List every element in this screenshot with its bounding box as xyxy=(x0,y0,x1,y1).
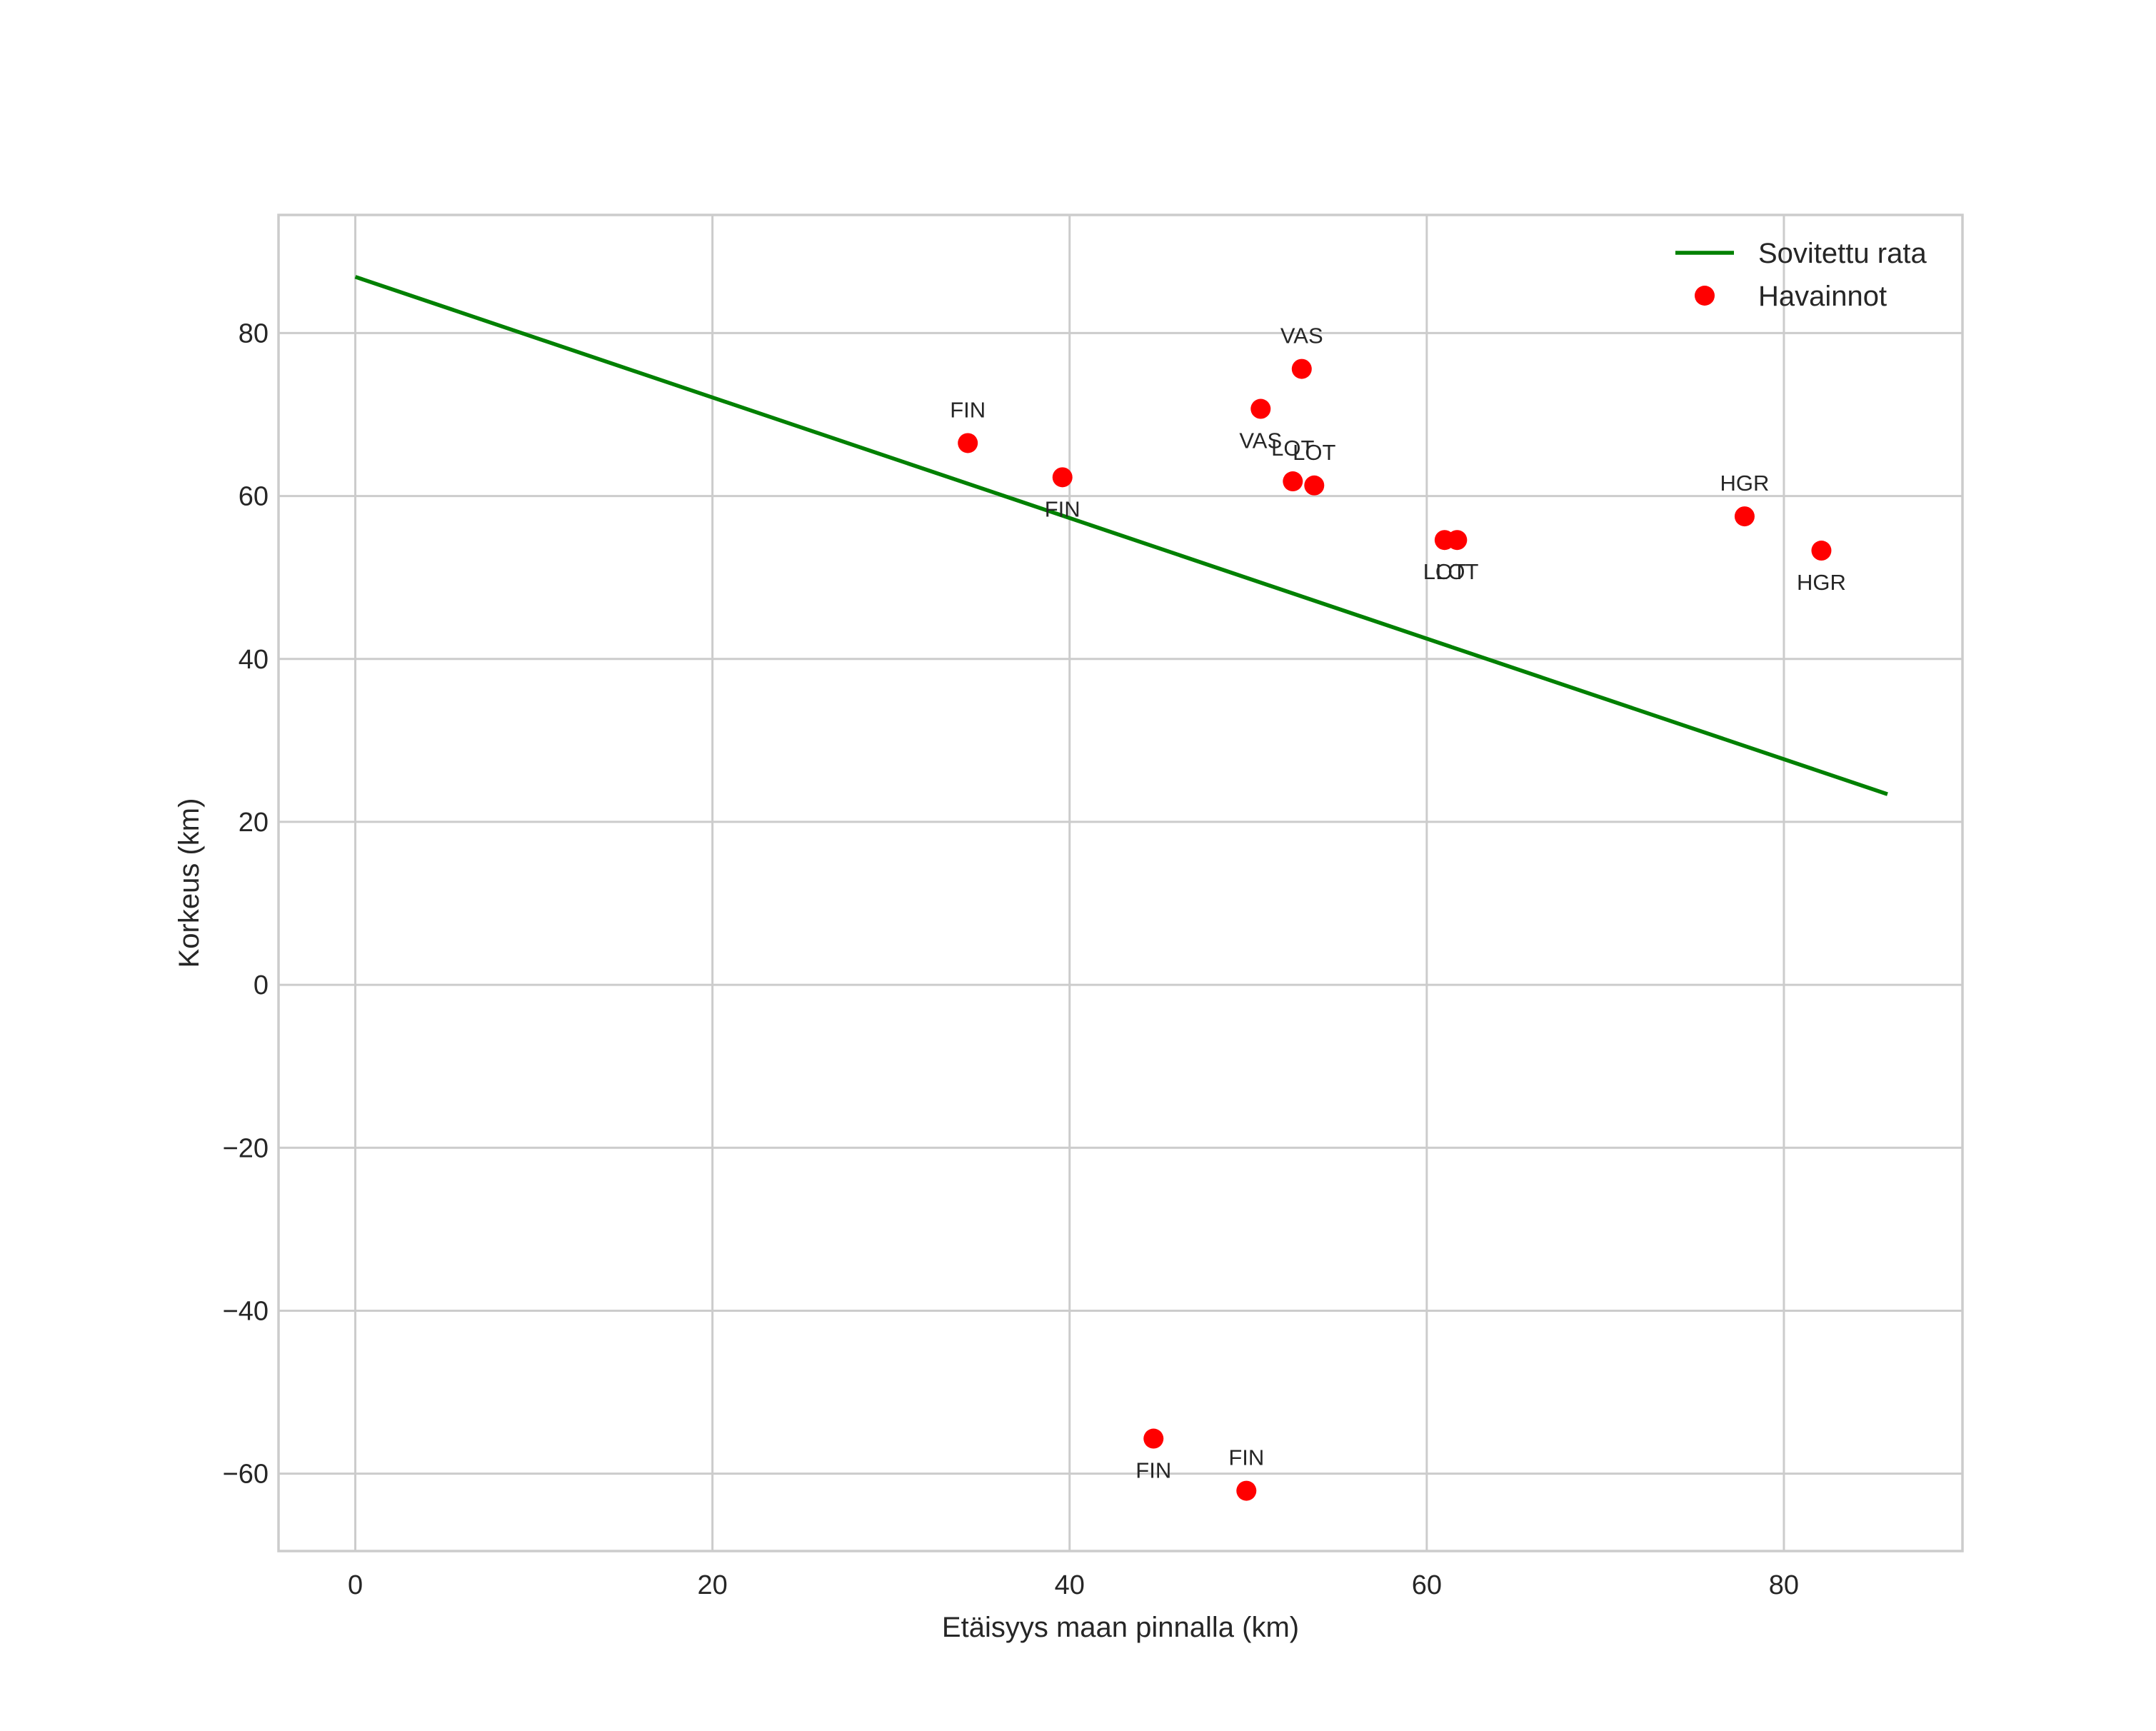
observation-point xyxy=(1734,506,1755,527)
x-tick-label: 20 xyxy=(697,1570,727,1600)
y-tick-label: 40 xyxy=(239,645,269,675)
observation-point xyxy=(1447,530,1468,551)
tick-labels: 0 20 40 60 80 −60 −40 −20 0 20 40 60 80 xyxy=(223,318,1800,1600)
observation-label: VAS xyxy=(1239,428,1282,453)
x-tick-label: 80 xyxy=(1769,1570,1799,1600)
plot-frame xyxy=(277,214,1964,1552)
observation-label: FIN xyxy=(950,397,986,422)
observation-point xyxy=(1052,467,1073,488)
y-tick-label: 80 xyxy=(239,318,269,348)
observation-point xyxy=(1291,358,1312,379)
x-tick-label: 40 xyxy=(1055,1570,1085,1600)
x-tick-label: 0 xyxy=(348,1570,363,1600)
observation-label: VAS xyxy=(1280,323,1323,348)
observation-label: FIN xyxy=(1135,1458,1171,1483)
observation-point xyxy=(1236,1480,1257,1501)
legend-label-observations: Havainnot xyxy=(1758,281,1887,312)
observation-point xyxy=(1283,471,1303,492)
legend-point-swatch xyxy=(1695,286,1715,306)
observation-label: LOT xyxy=(1423,559,1466,584)
observation-label: FIN xyxy=(1228,1445,1264,1470)
x-axis-label: Etäisyys maan pinnalla (km) xyxy=(942,1612,1299,1643)
observation-point xyxy=(1143,1428,1164,1449)
observation-label: LOT xyxy=(1435,559,1478,584)
y-tick-label: 0 xyxy=(254,970,269,1000)
observation-label: HGR xyxy=(1720,471,1769,496)
y-axis-label: Korkeus (km) xyxy=(174,798,205,968)
y-tick-label: −20 xyxy=(223,1133,269,1163)
observation-label: LOT xyxy=(1293,440,1335,465)
observation-label: FIN xyxy=(1045,496,1080,521)
x-tick-label: 60 xyxy=(1412,1570,1442,1600)
y-tick-label: 20 xyxy=(239,808,269,838)
observation-point xyxy=(1304,475,1325,496)
observation-label: LOT xyxy=(1271,436,1314,461)
legend: Sovitettu rata Havainnot xyxy=(1675,238,1927,312)
observation-point xyxy=(1250,398,1271,419)
y-tick-label: −60 xyxy=(223,1460,269,1490)
observation-point xyxy=(958,433,978,453)
legend-label-fit-line: Sovitettu rata xyxy=(1758,238,1927,269)
y-tick-label: 60 xyxy=(239,482,269,512)
y-tick-label: −40 xyxy=(223,1296,269,1326)
grid xyxy=(279,215,1962,1551)
observation-label: HGR xyxy=(1797,570,1846,595)
observation-point xyxy=(1811,541,1832,561)
fit-line xyxy=(354,275,1888,796)
